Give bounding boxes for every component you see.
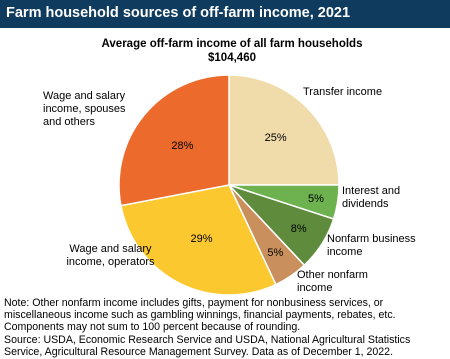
value-label: 8% — [290, 223, 307, 236]
value-label: 5% — [307, 192, 324, 205]
slice-label: Interest and dividends — [342, 185, 401, 210]
slice-label: Wage and salary income, operators — [66, 243, 155, 268]
chart-title: Farm household sources of off-farm incom… — [6, 5, 351, 21]
slice-label: Transfer income — [303, 86, 383, 98]
chart-subtitle: Average off-farm income of all farm hous… — [101, 38, 363, 50]
value-label: 25% — [264, 132, 287, 145]
source: Source: USDA, Economic Research Service … — [4, 333, 411, 358]
note: Note: Other nonfarm income includes gift… — [4, 297, 396, 334]
slice-label: Wage and salary income, spouses and othe… — [43, 90, 126, 128]
value-label: 28% — [171, 140, 194, 153]
slice-label: Other nonfarm income — [297, 269, 368, 294]
header-bar: Farm household sources of off-farm incom… — [0, 0, 450, 28]
value-label: 29% — [190, 232, 213, 245]
pie-slice — [120, 184, 277, 296]
slice-label: Nonfarm business income — [327, 233, 416, 258]
total-label: $104,460 — [208, 52, 256, 64]
value-label: 5% — [267, 247, 284, 260]
pie-slice — [118, 74, 230, 207]
pie-slice — [228, 74, 340, 186]
pie-chart — [118, 74, 340, 296]
footnote: Note: Other nonfarm income includes gift… — [4, 297, 448, 358]
